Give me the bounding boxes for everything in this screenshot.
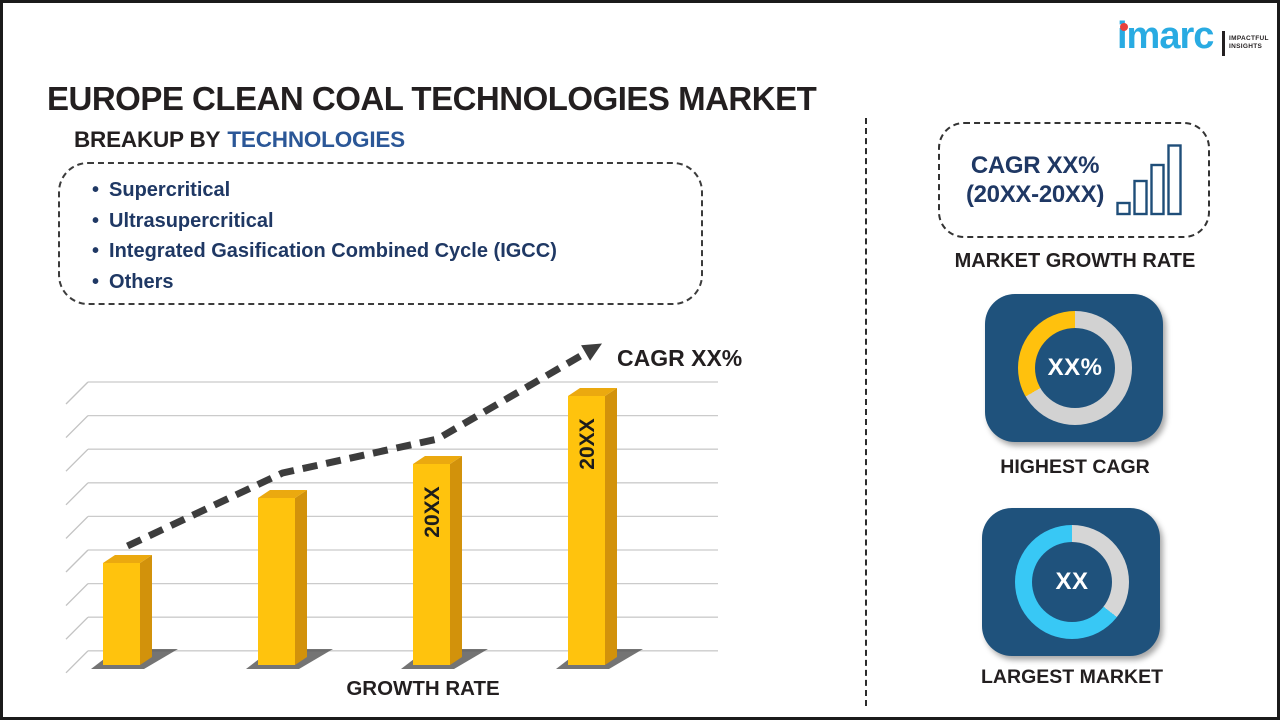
breakup-heading: BREAKUP BY TECHNOLOGIES: [74, 127, 405, 153]
svg-text:GROWTH RATE: GROWTH RATE: [346, 677, 499, 700]
page-title: EUROPE CLEAN COAL TECHNOLOGIES MARKET: [47, 80, 817, 118]
largest-market-value: XX: [1055, 568, 1089, 595]
donut-hole: [1032, 542, 1112, 622]
cagr-growth-text: CAGR XX% (20XX-20XX): [966, 151, 1104, 209]
logo-dot-icon: [1120, 23, 1128, 31]
imarc-logo-text: imarc: [1117, 15, 1214, 57]
highest-cagr-donut: XX%: [1018, 311, 1132, 425]
cagr-value: CAGR XX%: [970, 152, 1100, 179]
technology-item: Ultrasupercritical: [92, 206, 701, 237]
largest-market-tile: XX: [982, 508, 1160, 656]
technology-item: Supercritical: [92, 175, 701, 206]
highest-cagr-value: XX%: [1047, 354, 1103, 381]
svg-text:20XX: 20XX: [421, 486, 444, 537]
bar-chart-icon: [1116, 144, 1182, 216]
growth-bar-chart: 20XX 20XX CAGR XX% GROWTH RATE: [55, 335, 745, 700]
market-growth-rate-label: MARKET GROWTH RATE: [954, 250, 1196, 272]
donut-hole: [1035, 328, 1115, 408]
svg-text:20XX: 20XX: [576, 418, 599, 469]
highest-cagr-label: HIGHEST CAGR: [1000, 456, 1150, 478]
cagr-growth-box: CAGR XX% (20XX-20XX): [938, 122, 1210, 238]
technology-item: Others: [92, 267, 701, 298]
logo-tagline-line1: IMPACTFUL: [1229, 35, 1269, 42]
largest-market-label: LARGEST MARKET: [981, 666, 1163, 688]
technologies-list: Supercritical Ultrasupercritical Integra…: [60, 175, 701, 297]
section-divider: [865, 118, 867, 706]
technologies-box: Supercritical Ultrasupercritical Integra…: [58, 162, 703, 305]
logo-tagline: IMPACTFUL INSIGHTS: [1229, 35, 1269, 51]
largest-market-donut: XX: [1015, 525, 1129, 639]
logo-tagline-line2: INSIGHTS: [1229, 43, 1263, 50]
highest-cagr-tile: XX%: [985, 294, 1163, 442]
breakup-heading-prefix: BREAKUP BY: [74, 127, 221, 152]
technology-item: Integrated Gasification Combined Cycle (…: [92, 236, 701, 267]
logo-divider: [1222, 31, 1225, 56]
cagr-period: (20XX-20XX): [965, 181, 1105, 208]
growth-chart-canvas: 20XX 20XX CAGR XX% GROWTH RATE: [65, 343, 742, 700]
breakup-heading-highlight: TECHNOLOGIES: [227, 127, 405, 152]
svg-text:CAGR XX%: CAGR XX%: [617, 345, 742, 371]
